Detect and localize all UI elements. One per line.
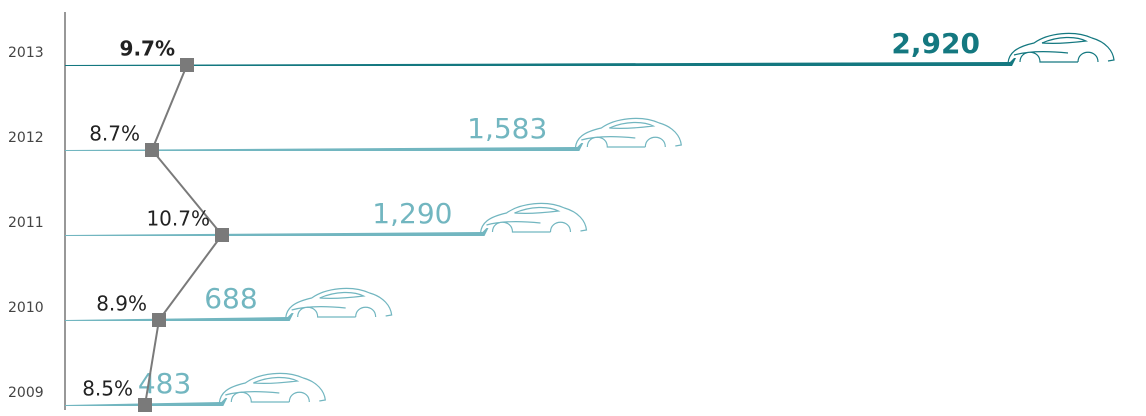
year-label: 2012 [8, 130, 44, 146]
bar [65, 313, 294, 321]
value-label: 2,920 [891, 27, 980, 60]
year-label: 2009 [8, 385, 44, 401]
rate-label: 8.5% [82, 377, 133, 401]
rate-marker [215, 228, 229, 242]
value-label: 1,583 [467, 112, 547, 145]
rate-marker [138, 398, 152, 412]
car-icon [479, 202, 588, 234]
rate-label: 10.7% [146, 207, 210, 231]
year-label: 2013 [8, 45, 44, 61]
value-label: 688 [204, 282, 257, 315]
rate-marker [152, 313, 166, 327]
bar [65, 398, 228, 406]
rate-label: 8.7% [89, 122, 140, 146]
rate-marker [180, 58, 194, 72]
car-icon [1007, 32, 1115, 64]
bar [65, 143, 584, 151]
rate-label: 8.9% [96, 292, 147, 316]
car-icon [285, 287, 393, 319]
car-icon [574, 117, 682, 149]
bar [65, 58, 1016, 66]
year-label: 2010 [8, 300, 44, 316]
car-icon [218, 372, 326, 404]
bar [65, 228, 489, 236]
value-label: 1,290 [372, 197, 452, 230]
year-label: 2011 [8, 215, 44, 231]
rate-label: 9.7% [120, 37, 175, 61]
rate-marker [145, 143, 159, 157]
